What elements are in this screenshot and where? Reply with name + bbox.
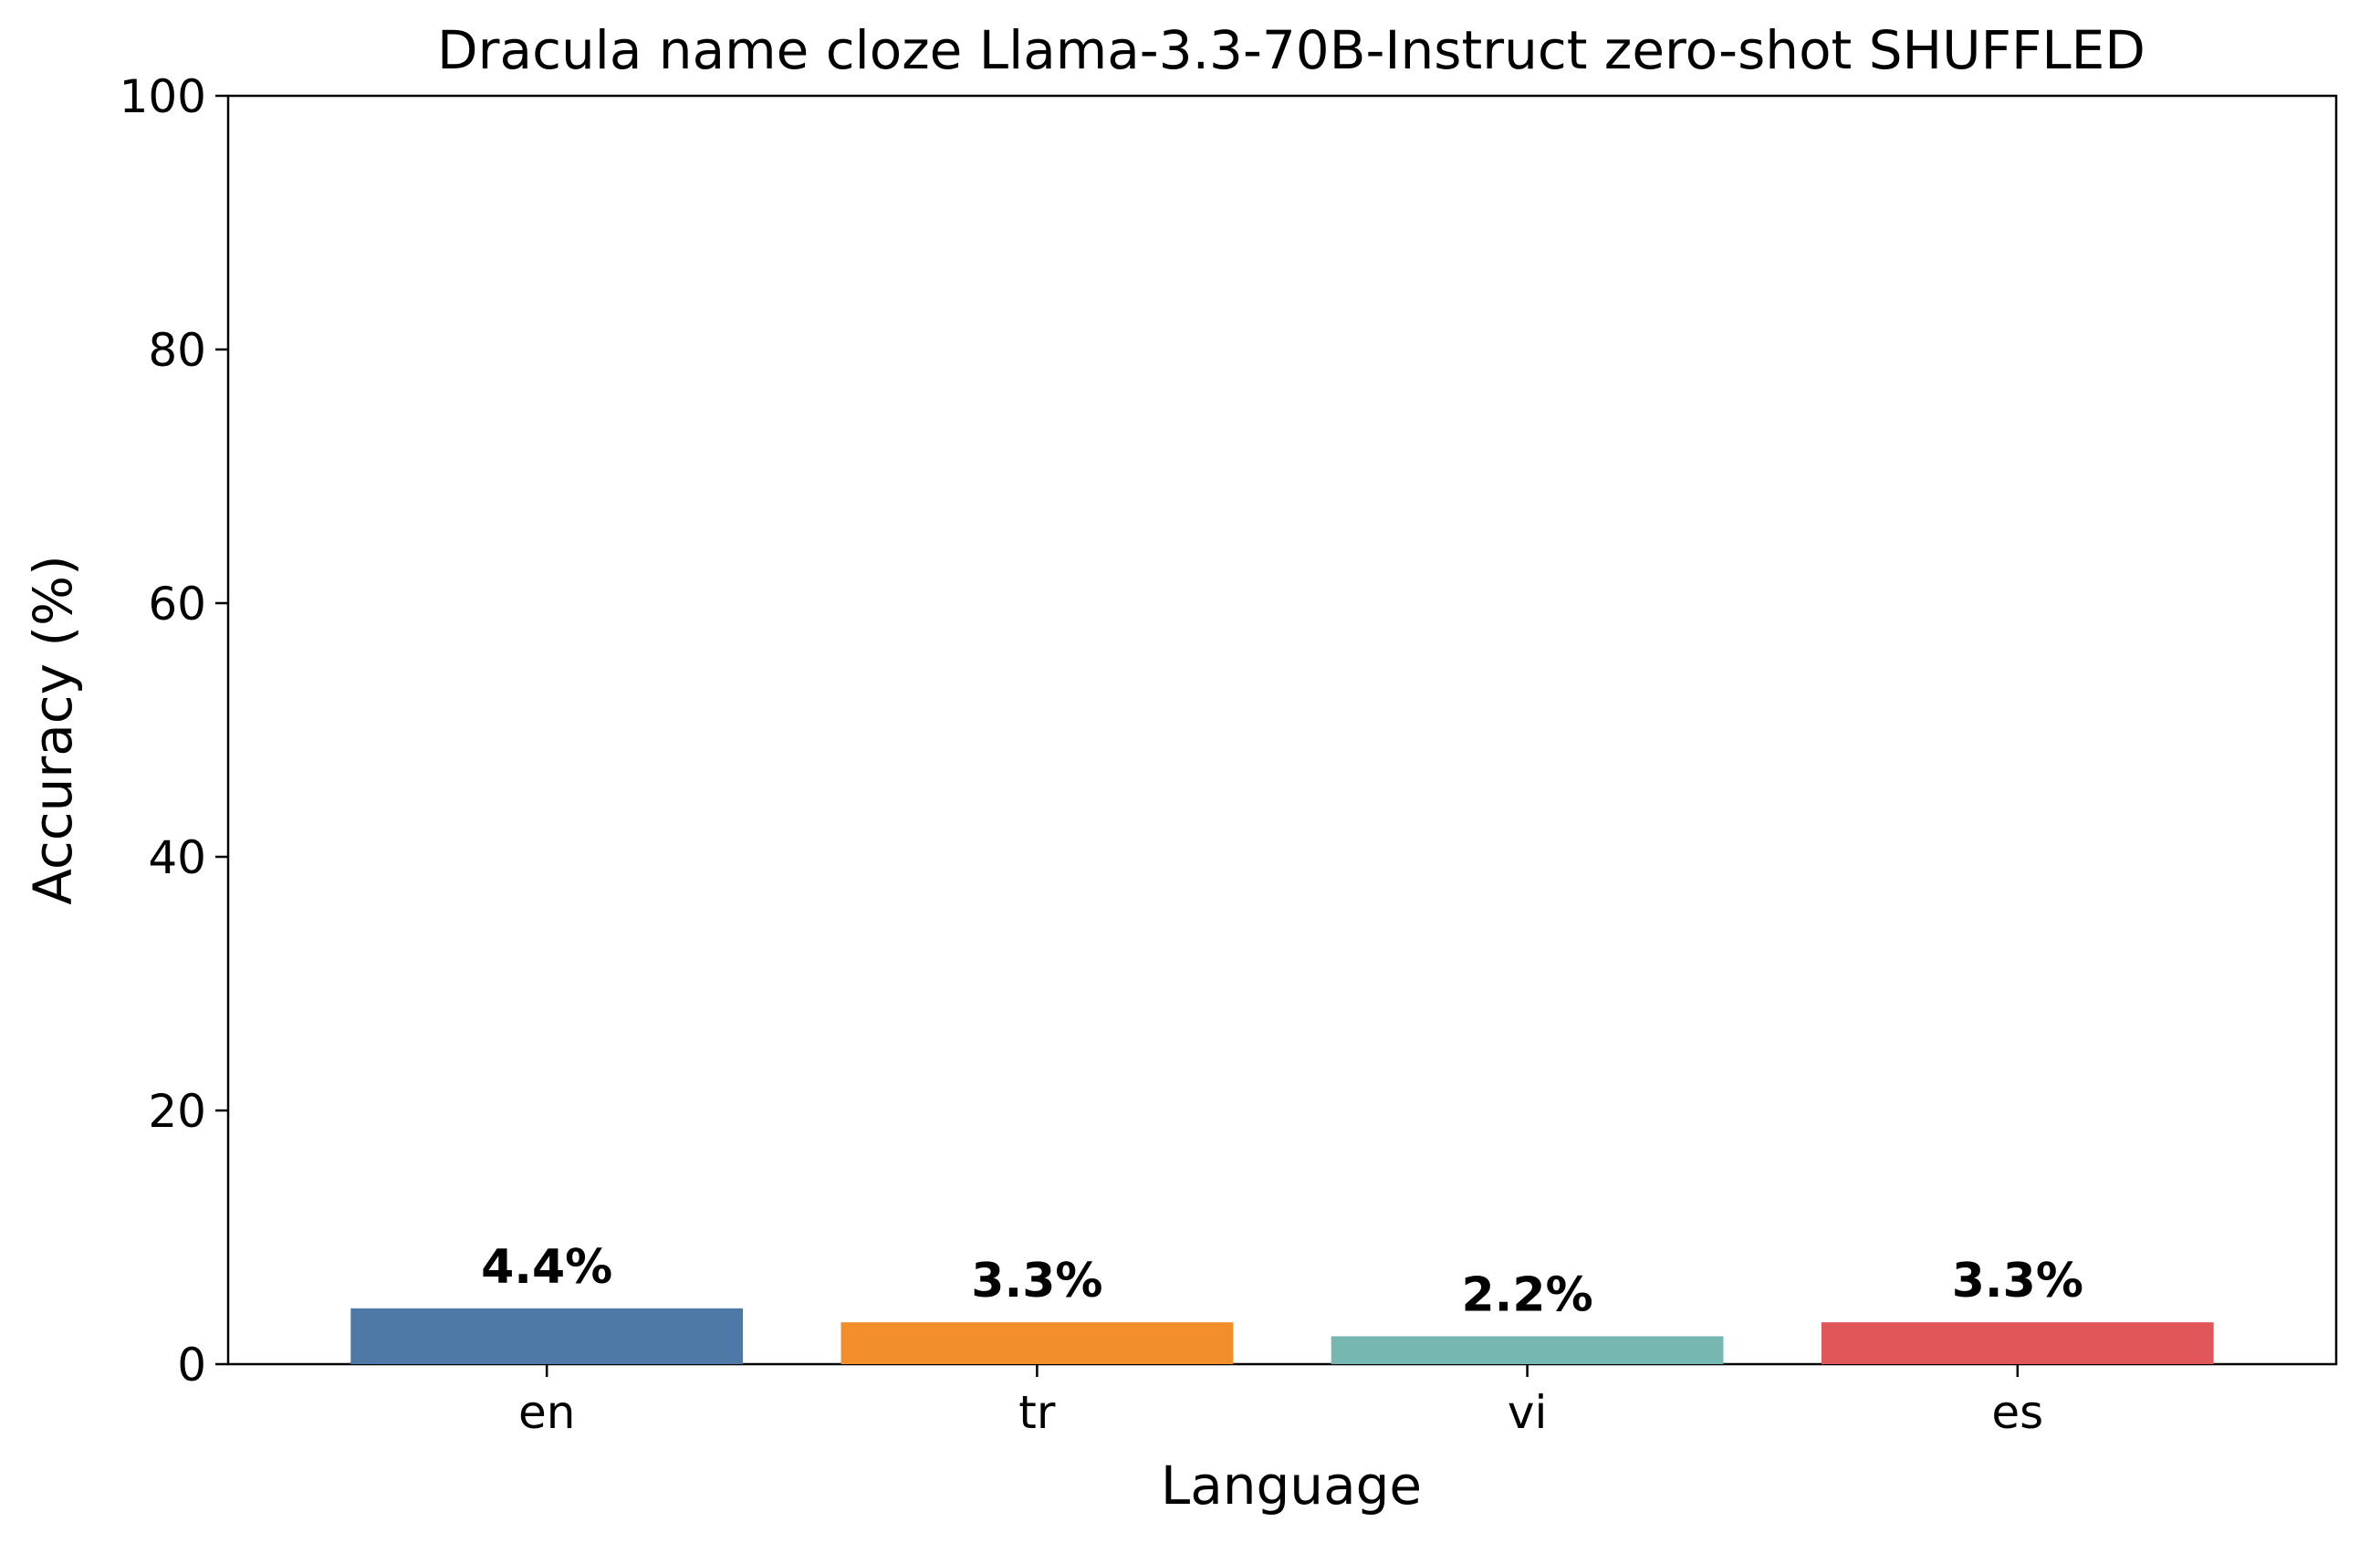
x-tick-label-vi: vi <box>1508 1386 1547 1439</box>
data-label-tr: 3.3% <box>971 1254 1102 1308</box>
bar-tr <box>840 1322 1234 1364</box>
chart-title: Dracula name cloze Llama-3.3-70B-Instruc… <box>437 19 2145 81</box>
plot-area: 0 20 40 60 80 100 en tr vi es 4.4% 3.3% 2.2% 3.3% <box>120 70 2338 1439</box>
bar-es <box>1821 1322 2214 1364</box>
x-axis-label: Language <box>1161 1454 1422 1517</box>
y-tick-label: 60 <box>148 578 206 631</box>
bar-vi <box>1331 1336 1724 1364</box>
data-label-en: 4.4% <box>481 1240 612 1295</box>
plot-frame <box>226 94 2338 1366</box>
data-label-es: 3.3% <box>1952 1254 2083 1308</box>
x-tick-label-es: es <box>1991 1386 2043 1439</box>
data-label-vi: 2.2% <box>1461 1267 1592 1322</box>
y-tick-label: 100 <box>120 70 206 123</box>
y-tick-label: 80 <box>148 324 206 377</box>
x-tick-label-en: en <box>518 1386 575 1439</box>
x-axis: en tr vi es <box>518 1364 2043 1439</box>
y-tick-label: 0 <box>177 1339 206 1392</box>
data-labels: 4.4% 3.3% 2.2% 3.3% <box>481 1240 2083 1323</box>
y-axis: 0 20 40 60 80 100 <box>120 70 228 1392</box>
y-tick-label: 40 <box>148 831 206 884</box>
y-axis-label: Accuracy (%) <box>22 555 84 905</box>
bar-en <box>350 1308 744 1364</box>
bars <box>350 1308 2214 1364</box>
x-tick-label-tr: tr <box>1018 1386 1056 1439</box>
y-tick-label: 20 <box>148 1085 206 1138</box>
